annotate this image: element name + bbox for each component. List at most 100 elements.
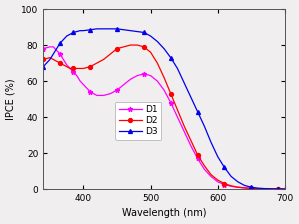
D2 — [176, 108, 179, 111]
D1 — [65, 63, 68, 66]
D2 — [189, 139, 193, 142]
D2 — [162, 76, 166, 79]
D3 — [48, 58, 52, 61]
D1 — [182, 130, 186, 133]
D3 — [102, 28, 106, 30]
D3 — [155, 40, 159, 43]
D2 — [223, 182, 226, 185]
D2 — [82, 67, 85, 70]
X-axis label: Wavelength (nm): Wavelength (nm) — [122, 209, 206, 218]
D1 — [243, 186, 246, 189]
D3 — [65, 35, 68, 37]
D3 — [249, 186, 253, 189]
D1 — [229, 185, 233, 188]
D2 — [89, 65, 92, 68]
D2 — [58, 62, 62, 64]
D3 — [229, 175, 233, 178]
D1 — [209, 175, 213, 178]
D2 — [68, 67, 72, 70]
Line: D3: D3 — [41, 27, 287, 191]
D3 — [216, 155, 219, 158]
D3 — [95, 28, 99, 30]
D2 — [55, 60, 58, 62]
D2 — [115, 47, 119, 50]
D2 — [155, 62, 159, 64]
D1 — [58, 53, 62, 55]
D1 — [142, 73, 146, 75]
D1 — [129, 78, 132, 81]
D2 — [142, 45, 146, 48]
Line: D2: D2 — [41, 43, 287, 191]
D1 — [135, 74, 139, 77]
D1 — [48, 45, 52, 48]
D1 — [236, 186, 239, 189]
D2 — [270, 187, 273, 190]
D2 — [229, 184, 233, 187]
D2 — [109, 53, 112, 55]
D2 — [249, 187, 253, 190]
D2 — [75, 67, 79, 70]
D1 — [202, 168, 206, 170]
D3 — [82, 29, 85, 32]
D2 — [283, 188, 287, 190]
D2 — [65, 65, 68, 68]
D3 — [176, 67, 179, 70]
D1 — [78, 80, 82, 82]
D3 — [75, 30, 79, 33]
D3 — [243, 184, 246, 187]
D1 — [216, 181, 219, 183]
D2 — [243, 187, 246, 189]
D1 — [122, 83, 126, 86]
D2 — [209, 173, 213, 176]
D2 — [95, 62, 99, 64]
D1 — [149, 74, 152, 77]
D1 — [263, 187, 266, 190]
D3 — [256, 187, 260, 190]
D1 — [82, 83, 85, 86]
D3 — [68, 33, 72, 36]
D2 — [169, 92, 173, 95]
D2 — [51, 58, 55, 61]
D2 — [122, 45, 126, 48]
D1 — [51, 45, 55, 48]
D3 — [189, 96, 193, 99]
D1 — [189, 144, 193, 147]
D2 — [78, 67, 82, 70]
D1 — [68, 67, 72, 70]
D3 — [129, 29, 132, 32]
D3 — [182, 82, 186, 84]
D1 — [75, 74, 79, 77]
D3 — [72, 31, 75, 34]
D3 — [89, 28, 92, 31]
D3 — [142, 31, 146, 34]
D1 — [95, 94, 99, 97]
D2 — [102, 58, 106, 61]
D1 — [89, 90, 92, 93]
D3 — [51, 53, 55, 55]
D1 — [115, 89, 119, 91]
D1 — [270, 187, 273, 190]
D3 — [135, 30, 139, 33]
D3 — [58, 42, 62, 45]
D2 — [202, 164, 206, 167]
D3 — [78, 29, 82, 32]
D2 — [236, 186, 239, 189]
Line: D1: D1 — [41, 44, 287, 192]
D3 — [42, 65, 45, 68]
D2 — [256, 187, 260, 190]
D1 — [55, 49, 58, 52]
D3 — [196, 110, 199, 113]
D3 — [236, 181, 239, 183]
D3 — [283, 188, 287, 190]
D2 — [182, 125, 186, 127]
D2 — [72, 67, 75, 70]
D3 — [149, 35, 152, 37]
D3 — [162, 47, 166, 50]
D1 — [72, 71, 75, 73]
D2 — [135, 44, 139, 46]
D3 — [55, 47, 58, 50]
D1 — [155, 80, 159, 82]
D3 — [115, 28, 119, 30]
D2 — [48, 56, 52, 59]
D1 — [196, 157, 199, 160]
